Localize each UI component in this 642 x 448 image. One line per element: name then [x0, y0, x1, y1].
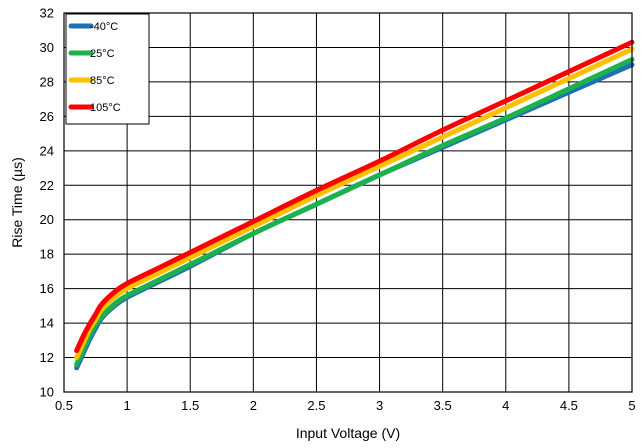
y-tick-label: 28: [40, 74, 54, 89]
y-axis-title: Rise Time (µs): [9, 157, 25, 248]
x-tick-label: 0.5: [55, 398, 73, 413]
y-tick-label: 20: [40, 212, 54, 227]
y-tick-label: 12: [40, 350, 54, 365]
legend-label: 25°C: [90, 48, 115, 60]
legend: -40°C 25°C 85°C 105°C: [65, 13, 150, 125]
y-tick-label: 14: [40, 316, 54, 331]
series-line-1: [74, 57, 635, 367]
y-tick-label: 26: [40, 109, 54, 124]
x-tick-label: 1.5: [181, 398, 199, 413]
x-axis-title: Input Voltage (V): [296, 425, 400, 441]
x-tick-label: 2.5: [307, 398, 325, 413]
y-tick-label: 22: [40, 178, 54, 193]
x-tick-label: 4.5: [560, 398, 578, 413]
series-lines: [74, 39, 635, 371]
legend-label: 85°C: [90, 75, 115, 87]
series-line-3: [74, 39, 635, 354]
series-line-2: [74, 46, 635, 361]
y-tick-label: 10: [40, 385, 54, 400]
x-tick-label: 2: [250, 398, 257, 413]
x-tick-label: 3: [376, 398, 383, 413]
y-tick-label: 30: [40, 40, 54, 55]
x-tick-label: 4: [502, 398, 509, 413]
legend-label: -40°C: [90, 21, 118, 33]
y-tick-label: 32: [40, 6, 54, 21]
y-tick-label: 16: [40, 281, 54, 296]
y-tick-labels: 10 12 14 16 18 20 22 24 26 28 30 32: [40, 6, 54, 400]
y-tick-label: 18: [40, 247, 54, 262]
y-tick-label: 24: [40, 143, 54, 158]
legend-label: 105°C: [90, 102, 121, 114]
x-tick-labels: 0.5 1 1.5 2 2.5 3 3.5 4 4.5 5: [55, 398, 636, 413]
plot-frame: [63, 12, 633, 393]
x-tick-label: 1: [123, 398, 130, 413]
x-tick-label: 3.5: [434, 398, 452, 413]
x-tick-label: 5: [628, 398, 635, 413]
